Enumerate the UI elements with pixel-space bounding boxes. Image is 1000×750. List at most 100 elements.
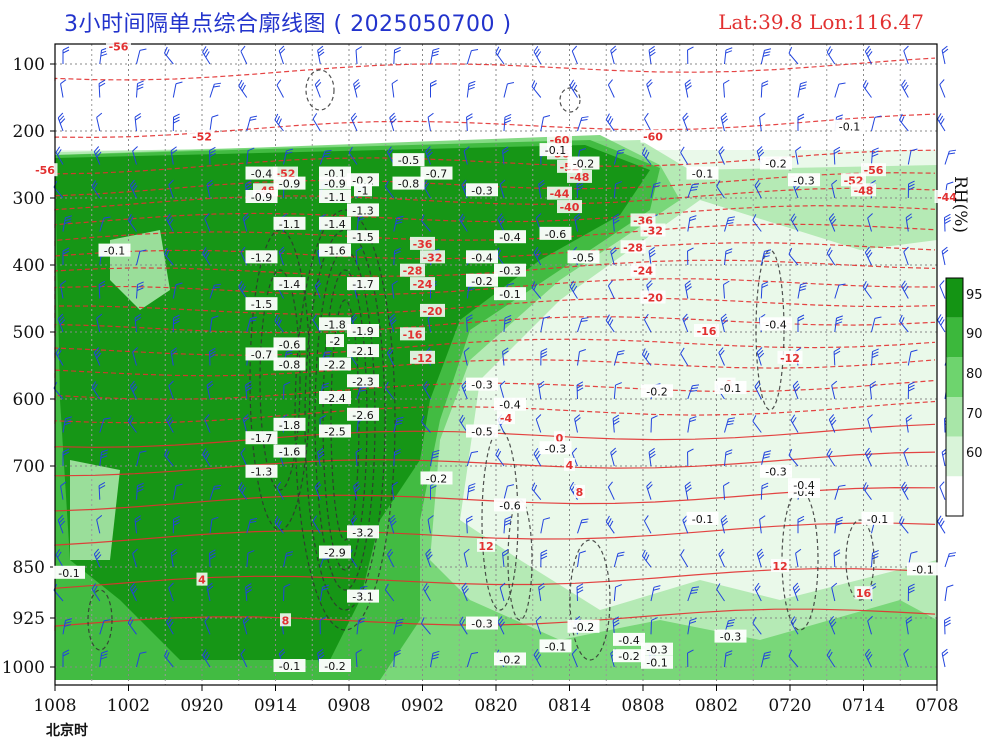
vertical-velocity-label: -0.3 xyxy=(471,184,492,197)
temperature-label-bg xyxy=(640,129,666,143)
temperature-label: -40 xyxy=(560,201,580,214)
wind-barb-icon xyxy=(459,616,468,635)
wind-barb-icon xyxy=(540,114,551,132)
vertical-velocity-label: -1.4 xyxy=(324,218,345,231)
wind-barb-icon xyxy=(792,582,801,602)
y-tick-label: 600 xyxy=(13,390,45,410)
wind-barb-icon xyxy=(864,45,873,65)
vertical-velocity-label-bg xyxy=(98,243,131,257)
x-tick-label: 0714 xyxy=(842,696,885,716)
vertical-velocity-label: -0.4 xyxy=(251,168,272,181)
vertical-velocity-label: -0.1 xyxy=(58,567,79,580)
wind-barb-icon xyxy=(384,180,395,199)
wind-barb-icon xyxy=(204,213,211,232)
colorbar-tick-label: 95 xyxy=(966,287,983,303)
vertical-velocity-label-bg xyxy=(641,384,673,398)
temperature-label: 16 xyxy=(856,587,872,600)
vertical-velocity-label: -0.3 xyxy=(765,466,786,479)
vertical-velocity-label-bg xyxy=(319,391,351,404)
wind-barb-icon xyxy=(391,481,398,500)
vertical-velocity-label: -1.1 xyxy=(279,218,300,231)
wind-barb-icon xyxy=(576,583,584,602)
wind-barb-icon xyxy=(209,516,219,534)
wind-barb-icon xyxy=(164,649,174,668)
wind-barb-icon xyxy=(716,180,725,199)
wind-barb-icon xyxy=(393,416,404,433)
temperature-label-bg xyxy=(861,163,886,177)
vertical-velocity-label-bg xyxy=(714,380,747,394)
vertical-velocity-label-bg xyxy=(245,464,278,478)
wind-barb-icon xyxy=(944,616,951,635)
vertical-velocity-label-bg xyxy=(347,277,379,291)
wind-barb-icon xyxy=(99,449,108,467)
wind-barb-icon xyxy=(687,617,697,635)
wind-barb-icon xyxy=(684,79,692,98)
wind-barb-icon xyxy=(831,380,838,400)
vertical-velocity-label-bg xyxy=(567,156,600,170)
vertical-velocity-label-bg xyxy=(326,334,344,348)
wind-barb-icon xyxy=(170,146,178,165)
vertical-velocity-contour-7 xyxy=(481,429,519,611)
wind-barb-icon xyxy=(209,82,222,98)
wind-barb-icon xyxy=(172,282,183,299)
wind-barb-icon xyxy=(170,347,178,366)
vertical-velocity-label: -2.5 xyxy=(324,426,345,439)
wind-barb-icon xyxy=(132,548,138,568)
wind-barb-icon xyxy=(826,448,836,467)
vertical-velocity-label-bg xyxy=(641,642,673,656)
wind-barb-icon xyxy=(502,347,509,366)
vertical-velocity-label: -0.2 xyxy=(324,660,345,673)
wind-barb-icon xyxy=(531,482,542,501)
wind-barb-icon xyxy=(538,582,545,602)
wind-barb-icon xyxy=(613,181,622,199)
wind-barb-icon xyxy=(648,246,656,266)
wind-barb-icon xyxy=(760,482,769,500)
wind-barb-icon xyxy=(283,551,294,568)
wind-barb-icon xyxy=(907,349,918,366)
wind-barb-icon xyxy=(687,247,694,266)
temperature-label-bg xyxy=(497,411,515,425)
wind-barb-icon xyxy=(903,447,909,467)
wind-barb-icon xyxy=(941,45,949,65)
wind-barb-icon xyxy=(206,582,214,602)
wind-barb-icon xyxy=(353,481,361,500)
wind-barb-icon xyxy=(682,112,689,132)
wind-barb-icon xyxy=(907,180,915,199)
vertical-velocity-label-bg xyxy=(466,273,498,287)
vertical-velocity-label: -0.2 xyxy=(499,653,520,666)
temperature-label: -12 xyxy=(413,352,433,365)
wind-barb-icon xyxy=(62,247,70,265)
vertical-velocity-label: -0.3 xyxy=(646,644,667,657)
wind-barb-icon xyxy=(170,548,178,568)
wind-barb-icon xyxy=(503,484,515,500)
vertical-velocity-label-bg xyxy=(539,226,572,240)
vertical-velocity-label-bg xyxy=(539,639,572,653)
vertical-velocity-label: -0.1 xyxy=(912,563,933,576)
vertical-velocity-label-bg xyxy=(613,632,645,646)
temperature-label-bg xyxy=(554,431,565,445)
vertical-velocity-label-bg xyxy=(53,565,85,579)
wind-barb-icon xyxy=(283,583,291,602)
temperature-label: -32 xyxy=(423,251,443,264)
wind-barb-icon xyxy=(425,548,433,568)
wind-barb-icon xyxy=(828,615,837,635)
wind-barb-icon xyxy=(55,549,64,568)
wind-barb-icon xyxy=(531,281,542,299)
vertical-velocity-label-bg xyxy=(760,464,792,478)
wind-barb-icon xyxy=(98,280,106,299)
wind-barb-icon xyxy=(314,280,322,299)
wind-barb-icon xyxy=(502,549,509,568)
wind-barb-icon xyxy=(497,616,505,635)
vertical-velocity-label-bg xyxy=(788,173,820,187)
wind-barb-icon xyxy=(96,313,103,333)
x-tick-label: 0802 xyxy=(695,696,738,716)
wind-barb-icon xyxy=(209,549,216,568)
wind-barb-icon xyxy=(752,214,762,232)
wind-barb-icon xyxy=(605,113,615,132)
x-tick-label: 1002 xyxy=(107,696,150,716)
wind-barb-icon xyxy=(535,615,542,635)
vertical-velocity-label-bg xyxy=(494,498,526,512)
wind-barb-icon xyxy=(646,481,653,500)
isotherm-line-10 xyxy=(54,297,936,318)
wind-barb-icon xyxy=(136,281,144,299)
